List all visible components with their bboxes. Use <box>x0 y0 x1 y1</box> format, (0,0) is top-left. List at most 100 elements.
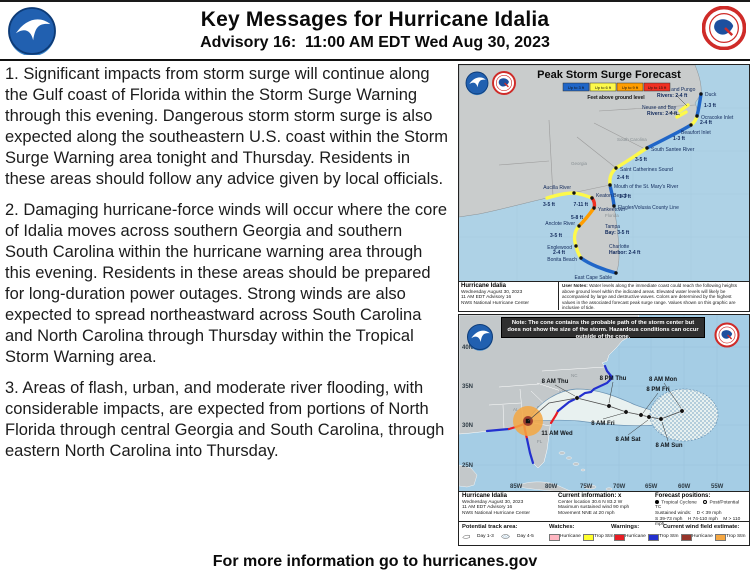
key-message-2: 2. Damaging hurricane-force winds will o… <box>5 201 448 366</box>
svg-text:75W: 75W <box>580 484 593 490</box>
surge-map: Georgia South Carolina Florida <box>458 64 750 312</box>
svg-text:Rivers: 2-4 ft: Rivers: 2-4 ft <box>647 111 678 117</box>
svg-text:NC: NC <box>571 373 578 378</box>
svg-text:3-5 ft: 3-5 ft <box>543 202 555 208</box>
wind-ts-swatch <box>715 534 726 541</box>
advisory-subtitle: Advisory 16: 11:00 AM EDT Wed Aug 30, 20… <box>200 34 550 51</box>
hurricane-warning-swatch <box>614 534 625 541</box>
surge-storm-name: Hurricane Idalia <box>461 283 507 289</box>
noaa-logo <box>8 7 56 55</box>
page-title: Key Messages for Hurricane Idalia <box>200 8 550 31</box>
cone-legend-row: Potential track area: Watches: Warnings:… <box>462 524 746 541</box>
surge-point-dots <box>572 92 703 275</box>
state-label-georgia: Georgia <box>571 161 588 166</box>
svg-text:2-4 ft: 2-4 ft <box>553 250 565 256</box>
svg-text:Harbor: 2-4 ft: Harbor: 2-4 ft <box>609 250 641 256</box>
svg-text:Bay: 3-5 ft: Bay: 3-5 ft <box>605 230 630 236</box>
svg-text:8 AM Thu: 8 AM Thu <box>542 379 569 385</box>
forecast-position-dots <box>574 395 685 422</box>
ts-warning-swatch <box>648 534 659 541</box>
cone-nws-icon <box>714 322 740 348</box>
svg-text:1-3 ft: 1-3 ft <box>704 103 716 109</box>
cone-note-bar: Note: The cone contains the probable pat… <box>501 317 705 340</box>
svg-text:Ocracoke Inlet: Ocracoke Inlet <box>701 115 734 121</box>
svg-text:Bonita Beach: Bonita Beach <box>547 257 577 263</box>
svg-text:Charlotte: Charlotte <box>609 244 630 250</box>
cone-current-info: Current information: x Center location 3… <box>558 493 630 516</box>
cone-map-canvas: FL GA SC NC AL <box>459 315 749 491</box>
hurricane-watch-swatch <box>549 534 560 541</box>
svg-text:Up to 3 ft: Up to 3 ft <box>568 85 585 90</box>
surge-map-title: Peak Storm Surge Forecast <box>537 69 681 81</box>
svg-text:7-11 ft: 7-11 ft <box>574 202 589 208</box>
surge-storm-info: Hurricane Idalia Wednesday August 30, 20… <box>459 282 559 310</box>
state-label-florida: Florida <box>605 213 619 218</box>
svg-text:1-3 ft: 1-3 ft <box>673 136 685 142</box>
nws-logo <box>702 6 746 50</box>
svg-text:70W: 70W <box>613 484 626 490</box>
svg-text:Mouth of the St. Mary's River: Mouth of the St. Mary's River <box>614 184 679 190</box>
cone-info-bar: Hurricane Idalia Wednesday August 30, 20… <box>459 491 749 544</box>
svg-text:8 AM Fri: 8 AM Fri <box>591 421 615 427</box>
svg-text:3-5 ft: 3-5 ft <box>550 233 562 239</box>
svg-text:Up to 6 ft: Up to 6 ft <box>595 85 612 90</box>
key-message-3: 3. Areas of flash, urban, and moderate r… <box>5 379 445 460</box>
svg-text:2-4 ft: 2-4 ft <box>700 120 712 126</box>
svg-text:65W: 65W <box>645 484 658 490</box>
key-messages: 1. Significant impacts from storm surge … <box>5 64 449 472</box>
svg-text:55W: 55W <box>711 484 724 490</box>
svg-text:East Cape Sable: East Cape Sable <box>574 275 612 281</box>
svg-text:Flagler/Volusia County Line: Flagler/Volusia County Line <box>618 205 679 211</box>
forecast-cone <box>527 388 719 442</box>
svg-text:25N: 25N <box>462 463 473 469</box>
surge-legend-caption: Feet above ground level <box>587 95 645 101</box>
svg-text:Beaufort Inlet: Beaufort Inlet <box>681 130 711 136</box>
surge-nws-icon <box>492 71 516 95</box>
svg-text:11 AM Wed: 11 AM Wed <box>541 431 573 437</box>
footer-text: For more information go to hurricanes.go… <box>212 553 538 570</box>
svg-text:Duck: Duck <box>705 92 717 98</box>
cone-day13-icon <box>462 534 470 539</box>
surge-value-labels: 1-3 ft 2-4 ft 3-5 ft 1-3 ft 2-4 ft 1-3 f… <box>543 103 716 256</box>
svg-text:Englewood: Englewood <box>547 245 572 251</box>
key-message-1: 1. Significant impacts from storm surge … <box>5 65 449 188</box>
svg-text:Pamlico and Pungo: Pamlico and Pungo <box>652 87 696 93</box>
surge-legend: Up to 3 ft Up to 6 ft Up to 9 ft Up to 1… <box>562 82 671 101</box>
svg-text:5-8 ft: 5-8 ft <box>571 215 583 221</box>
svg-text:30N: 30N <box>462 423 473 429</box>
svg-text:60W: 60W <box>678 484 691 490</box>
svg-text:8 AM Sat: 8 AM Sat <box>615 437 640 443</box>
leader-lines <box>554 381 682 442</box>
tropical-cyclone-dot-icon <box>655 499 659 504</box>
svg-text:Saint Catherines Sound: Saint Catherines Sound <box>620 167 673 173</box>
svg-text:8 AM Mon: 8 AM Mon <box>649 377 677 383</box>
svg-text:Rivers: 2-4 ft: Rivers: 2-4 ft <box>657 93 688 99</box>
surge-callouts: Pamlico and Pungo Rivers: 2-4 ft Neuse a… <box>605 87 696 256</box>
svg-text:Neuse and Bay: Neuse and Bay <box>642 105 677 111</box>
svg-text:South Santee River: South Santee River <box>651 147 695 153</box>
svg-text:3-5 ft: 3-5 ft <box>635 157 647 163</box>
svg-text:8 AM Sun: 8 AM Sun <box>655 443 682 449</box>
svg-text:Aucilla River: Aucilla River <box>543 185 571 191</box>
time-labels: 8 AM Thu 8 PM Thu 8 AM Fri 8 PM Fri 8 AM… <box>541 376 683 449</box>
svg-text:40N: 40N <box>462 345 473 351</box>
surge-info-bar: Hurricane Idalia Wednesday August 30, 20… <box>459 281 749 310</box>
svg-text:35N: 35N <box>462 384 473 390</box>
svg-text:FL: FL <box>537 439 543 444</box>
svg-text:AL: AL <box>513 407 519 412</box>
svg-text:80W: 80W <box>545 484 558 490</box>
state-borders <box>488 366 606 430</box>
state-label-south-carolina: South Carolina <box>617 137 647 142</box>
svg-text:8 PM Fri: 8 PM Fri <box>646 387 670 393</box>
cone-storm-info: Hurricane Idalia Wednesday August 30, 20… <box>462 493 530 516</box>
svg-text:Tampa: Tampa <box>605 224 620 230</box>
svg-text:2-4 ft: 2-4 ft <box>617 175 629 181</box>
svg-text:8 PM Thu: 8 PM Thu <box>600 376 627 382</box>
islands <box>459 451 613 491</box>
svg-text:85W: 85W <box>510 484 523 490</box>
cone-forecast-positions: Forecast positions: Tropical Cyclone Pos… <box>655 493 741 528</box>
wind-hurricane-swatch <box>681 534 692 541</box>
surge-map-canvas: Georgia South Carolina Florida <box>459 65 749 281</box>
surge-user-notes: User Notes: Water levels along the immed… <box>562 283 738 311</box>
